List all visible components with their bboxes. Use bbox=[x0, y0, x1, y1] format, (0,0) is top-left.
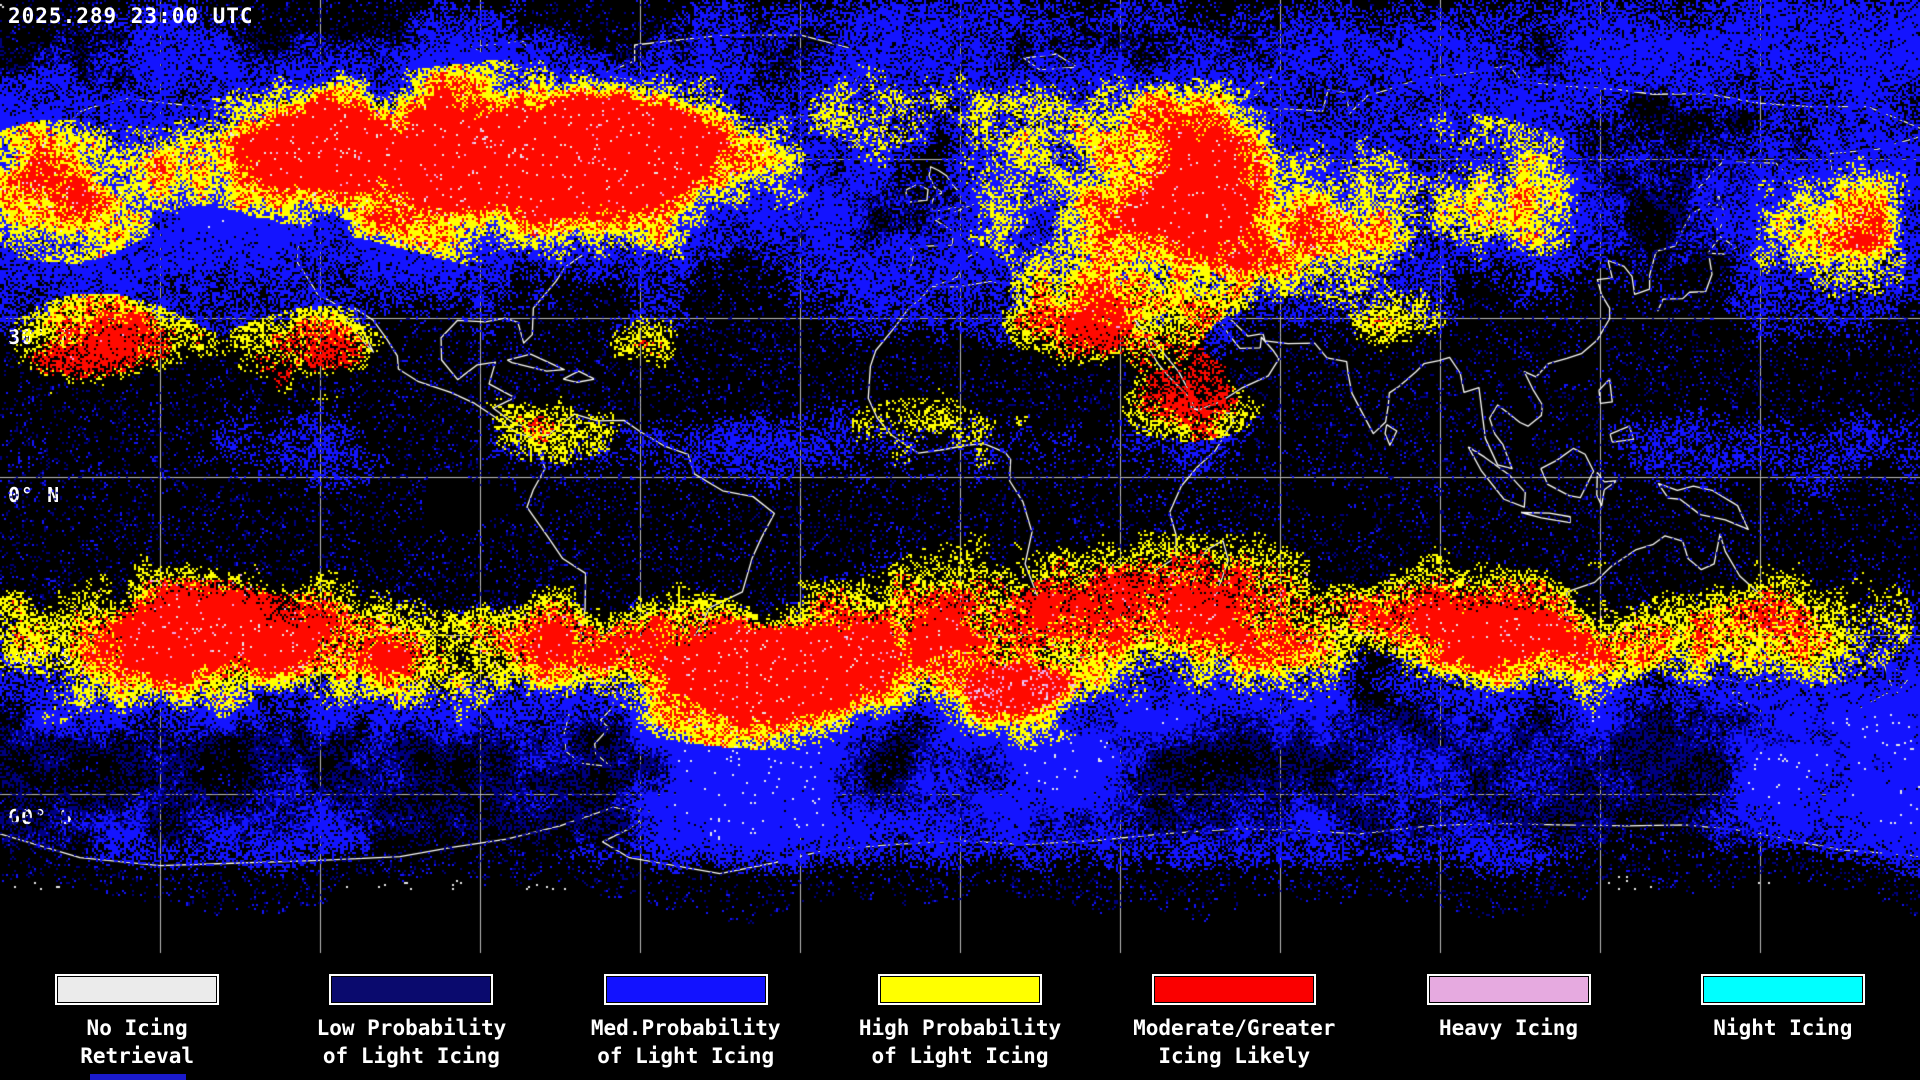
legend-label: Moderate/Greater Icing Likely bbox=[1133, 1016, 1336, 1068]
legend-label: Med.Probability of Light Icing bbox=[590, 1016, 781, 1068]
legend-label: High Probability of Light Icing bbox=[858, 1016, 1062, 1068]
med-probability-swatch bbox=[603, 974, 768, 1005]
legend-item-moderate-greater: Moderate/Greater Icing Likely bbox=[1097, 974, 1371, 1070]
timestamp: 2025.289 23:00 UTC bbox=[8, 4, 254, 28]
legend-item-high-probability: High Probability of Light Icing bbox=[823, 974, 1097, 1070]
high-probability-swatch bbox=[877, 974, 1042, 1005]
night-icing-swatch bbox=[1700, 974, 1865, 1005]
legend-label: Heavy Icing bbox=[1439, 1016, 1579, 1040]
heavy-icing-swatch bbox=[1426, 974, 1591, 1005]
legend-label: Low Probability of Light Icing bbox=[316, 1016, 507, 1068]
legend-item-med-probability: Med.Probability of Light Icing bbox=[549, 974, 823, 1070]
low-probability-swatch bbox=[329, 974, 494, 1005]
moderate-greater-swatch bbox=[1152, 974, 1317, 1005]
legend-item-no-icing: No Icing Retrieval bbox=[0, 974, 274, 1070]
no-icing-swatch bbox=[55, 974, 220, 1005]
legend-label: Night Icing bbox=[1713, 1016, 1853, 1040]
legend-item-low-probability: Low Probability of Light Icing bbox=[274, 974, 548, 1070]
legend-label: No Icing Retrieval bbox=[80, 1016, 195, 1068]
legend-item-night-icing: Night Icing bbox=[1646, 974, 1920, 1070]
bottom-blue-fragment bbox=[90, 1074, 186, 1080]
legend: No Icing Retrieval Low Probability of Ligh… bbox=[0, 974, 1920, 1070]
legend-item-heavy-icing: Heavy Icing bbox=[1371, 974, 1645, 1070]
icing-data-canvas bbox=[0, 0, 1920, 956]
